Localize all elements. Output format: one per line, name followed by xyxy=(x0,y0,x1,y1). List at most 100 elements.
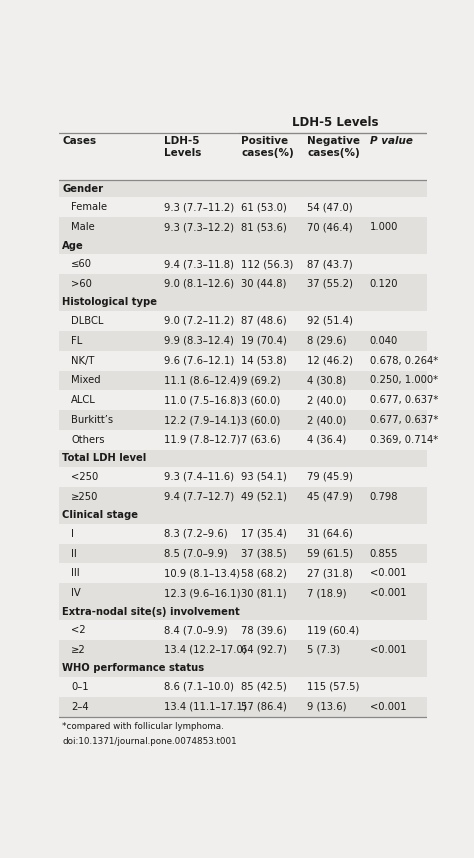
Text: NK/T: NK/T xyxy=(72,355,95,366)
Bar xyxy=(57,430,428,450)
Text: 9.4 (7.3–11.8): 9.4 (7.3–11.8) xyxy=(164,259,234,269)
Text: 9.4 (7.7–12.7): 9.4 (7.7–12.7) xyxy=(164,492,234,502)
Text: 0.120: 0.120 xyxy=(370,279,398,289)
Bar xyxy=(57,351,428,371)
Text: I: I xyxy=(72,529,74,539)
Text: LDH-5
Levels: LDH-5 Levels xyxy=(164,136,201,158)
Text: 8.3 (7.2–9.6): 8.3 (7.2–9.6) xyxy=(164,529,228,539)
Text: 9.9 (8.3–12.4): 9.9 (8.3–12.4) xyxy=(164,335,234,346)
Bar xyxy=(57,583,428,603)
Text: 45 (47.9): 45 (47.9) xyxy=(307,492,353,502)
Text: 2 (40.0): 2 (40.0) xyxy=(307,396,346,405)
Text: Positive
cases(%): Positive cases(%) xyxy=(241,136,294,158)
Bar xyxy=(57,254,428,274)
Text: Mixed: Mixed xyxy=(72,376,101,385)
Text: 59 (61.5): 59 (61.5) xyxy=(307,548,353,559)
Text: <0.001: <0.001 xyxy=(370,702,406,712)
Bar xyxy=(57,660,428,677)
Text: <0.001: <0.001 xyxy=(370,589,406,598)
Text: 54 (47.0): 54 (47.0) xyxy=(307,202,353,212)
Text: II: II xyxy=(72,548,77,559)
Text: 0–1: 0–1 xyxy=(72,682,89,692)
Text: 87 (43.7): 87 (43.7) xyxy=(307,259,353,269)
Text: Others: Others xyxy=(72,435,105,445)
Bar xyxy=(57,410,428,430)
Text: 30 (81.1): 30 (81.1) xyxy=(241,589,287,598)
Text: 1.000: 1.000 xyxy=(370,222,398,233)
Text: 11.1 (8.6–12.4): 11.1 (8.6–12.4) xyxy=(164,376,240,385)
Text: 13.4 (12.2–17.0): 13.4 (12.2–17.0) xyxy=(164,645,246,655)
Text: 9.3 (7.7–11.2): 9.3 (7.7–11.2) xyxy=(164,202,234,212)
Text: 9 (69.2): 9 (69.2) xyxy=(241,376,281,385)
Bar xyxy=(57,677,428,697)
Text: 2–4: 2–4 xyxy=(72,702,89,712)
Text: LDH-5 Levels: LDH-5 Levels xyxy=(292,116,378,129)
Text: Burkitt’s: Burkitt’s xyxy=(72,415,113,425)
Bar xyxy=(57,506,428,523)
Text: 57 (86.4): 57 (86.4) xyxy=(241,702,287,712)
Text: 4 (36.4): 4 (36.4) xyxy=(307,435,346,445)
Text: 31 (64.6): 31 (64.6) xyxy=(307,529,353,539)
Text: 5 (7.3): 5 (7.3) xyxy=(307,645,340,655)
Bar xyxy=(57,640,428,660)
Text: 17 (35.4): 17 (35.4) xyxy=(241,529,287,539)
Text: 85 (42.5): 85 (42.5) xyxy=(241,682,287,692)
Text: 8 (29.6): 8 (29.6) xyxy=(307,335,346,346)
Text: 9 (13.6): 9 (13.6) xyxy=(307,702,346,712)
Text: <250: <250 xyxy=(72,472,99,482)
Bar xyxy=(57,180,428,197)
Text: 14 (53.8): 14 (53.8) xyxy=(241,355,287,366)
Text: Gender: Gender xyxy=(62,184,103,194)
Text: 9.3 (7.3–12.2): 9.3 (7.3–12.2) xyxy=(164,222,234,233)
Text: Histological type: Histological type xyxy=(62,298,157,307)
Text: 4 (30.8): 4 (30.8) xyxy=(307,376,346,385)
Text: 115 (57.5): 115 (57.5) xyxy=(307,682,360,692)
Text: Extra-nodal site(s) involvement: Extra-nodal site(s) involvement xyxy=(62,607,240,617)
Text: 11.9 (7.8–12.7): 11.9 (7.8–12.7) xyxy=(164,435,240,445)
Text: 0.677, 0.637*: 0.677, 0.637* xyxy=(370,415,438,425)
Text: III: III xyxy=(72,568,80,578)
Text: 8.4 (7.0–9.9): 8.4 (7.0–9.9) xyxy=(164,625,228,635)
Bar xyxy=(57,294,428,311)
Text: 81 (53.6): 81 (53.6) xyxy=(241,222,287,233)
Bar xyxy=(57,133,428,180)
Bar xyxy=(57,311,428,331)
Text: 9.0 (7.2–11.2): 9.0 (7.2–11.2) xyxy=(164,316,234,326)
Text: <0.001: <0.001 xyxy=(370,645,406,655)
Text: >60: >60 xyxy=(72,279,92,289)
Text: 0.040: 0.040 xyxy=(370,335,398,346)
Text: 19 (70.4): 19 (70.4) xyxy=(241,335,287,346)
Text: 3 (60.0): 3 (60.0) xyxy=(241,415,280,425)
Text: 79 (45.9): 79 (45.9) xyxy=(307,472,353,482)
Bar xyxy=(57,237,428,254)
Text: 37 (38.5): 37 (38.5) xyxy=(241,548,287,559)
Text: FL: FL xyxy=(72,335,82,346)
Text: WHO performance status: WHO performance status xyxy=(62,663,204,674)
Bar xyxy=(57,697,428,716)
Text: 70 (46.4): 70 (46.4) xyxy=(307,222,353,233)
Bar xyxy=(57,274,428,294)
Bar xyxy=(57,620,428,640)
Text: Negative
cases(%): Negative cases(%) xyxy=(307,136,360,158)
Text: 7 (18.9): 7 (18.9) xyxy=(307,589,346,598)
Text: 30 (44.8): 30 (44.8) xyxy=(241,279,286,289)
Text: 9.3 (7.4–11.6): 9.3 (7.4–11.6) xyxy=(164,472,234,482)
Text: 0.678, 0.264*: 0.678, 0.264* xyxy=(370,355,438,366)
Text: *compared with follicular lymphoma.: *compared with follicular lymphoma. xyxy=(62,722,224,731)
Bar xyxy=(57,564,428,583)
Text: DLBCL: DLBCL xyxy=(72,316,104,326)
Bar xyxy=(57,331,428,351)
Text: 0.798: 0.798 xyxy=(370,492,398,502)
Bar xyxy=(57,217,428,237)
Text: 9.0 (8.1–12.6): 9.0 (8.1–12.6) xyxy=(164,279,234,289)
Text: ≥250: ≥250 xyxy=(72,492,99,502)
Text: ≥2: ≥2 xyxy=(72,645,86,655)
Text: Clinical stage: Clinical stage xyxy=(62,511,138,520)
Text: 3 (60.0): 3 (60.0) xyxy=(241,396,280,405)
Text: 12.3 (9.6–16.1): 12.3 (9.6–16.1) xyxy=(164,589,240,598)
Text: 87 (48.6): 87 (48.6) xyxy=(241,316,287,326)
Text: Age: Age xyxy=(62,240,84,251)
Text: 61 (53.0): 61 (53.0) xyxy=(241,202,287,212)
Bar xyxy=(57,486,428,506)
Text: 49 (52.1): 49 (52.1) xyxy=(241,492,287,502)
